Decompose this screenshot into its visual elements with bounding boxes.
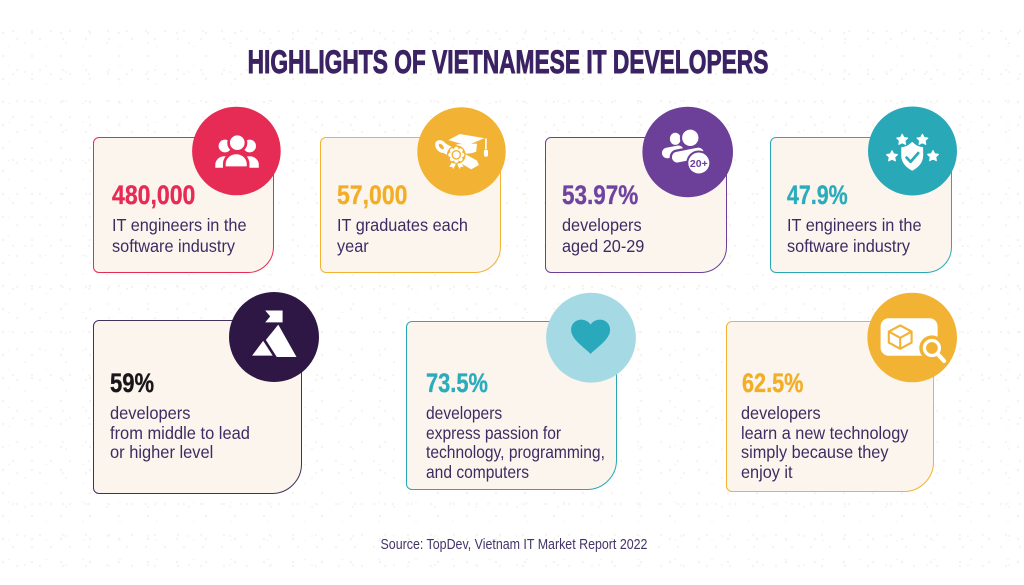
svg-text:20+: 20+: [690, 158, 708, 170]
